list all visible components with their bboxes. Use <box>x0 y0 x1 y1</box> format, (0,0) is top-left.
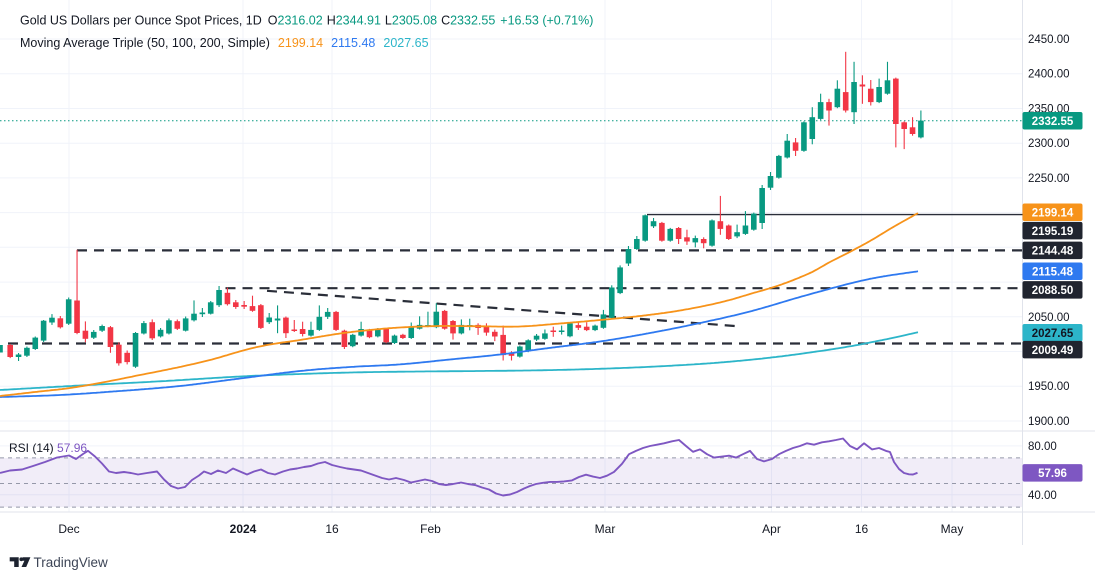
svg-text:2332.55: 2332.55 <box>1032 116 1074 128</box>
svg-text:2195.19: 2195.19 <box>1032 226 1074 238</box>
svg-text:2400.00: 2400.00 <box>1028 69 1070 81</box>
svg-text:80.00: 80.00 <box>1028 441 1057 453</box>
svg-text:2144.48: 2144.48 <box>1032 246 1074 258</box>
svg-text:Mar: Mar <box>595 522 616 536</box>
svg-text:57.96: 57.96 <box>1038 468 1067 480</box>
svg-text:1950.00: 1950.00 <box>1028 381 1070 393</box>
svg-text:Gold US Dollars per Ounce Spot: Gold US Dollars per Ounce Spot Prices, 1… <box>20 14 593 28</box>
svg-text:2300.00: 2300.00 <box>1028 138 1070 150</box>
svg-text:40.00: 40.00 <box>1028 490 1057 502</box>
svg-text:16: 16 <box>325 522 339 536</box>
svg-text:2450.00: 2450.00 <box>1028 34 1070 46</box>
svg-text:Apr: Apr <box>762 522 781 536</box>
svg-text:2050.00: 2050.00 <box>1028 312 1070 324</box>
svg-text:RSI (14) 57.96: RSI (14) 57.96 <box>9 441 87 455</box>
svg-text:Moving Average Triple (50, 100: Moving Average Triple (50, 100, 200, Sim… <box>20 36 429 50</box>
svg-text:2009.49: 2009.49 <box>1032 345 1074 357</box>
svg-text:2088.50: 2088.50 <box>1032 285 1074 297</box>
svg-text:2115.48: 2115.48 <box>1032 266 1074 278</box>
svg-text:Feb: Feb <box>420 522 441 536</box>
svg-text:Dec: Dec <box>58 522 79 536</box>
svg-text:TradingView: TradingView <box>34 555 109 570</box>
svg-text:1900.00: 1900.00 <box>1028 416 1070 428</box>
svg-text:2250.00: 2250.00 <box>1028 173 1070 185</box>
svg-text:16: 16 <box>855 522 869 536</box>
svg-text:May: May <box>941 522 964 536</box>
svg-text:2027.65: 2027.65 <box>1032 328 1074 340</box>
svg-text:2024: 2024 <box>230 522 257 536</box>
svg-text:2199.14: 2199.14 <box>1032 207 1074 219</box>
